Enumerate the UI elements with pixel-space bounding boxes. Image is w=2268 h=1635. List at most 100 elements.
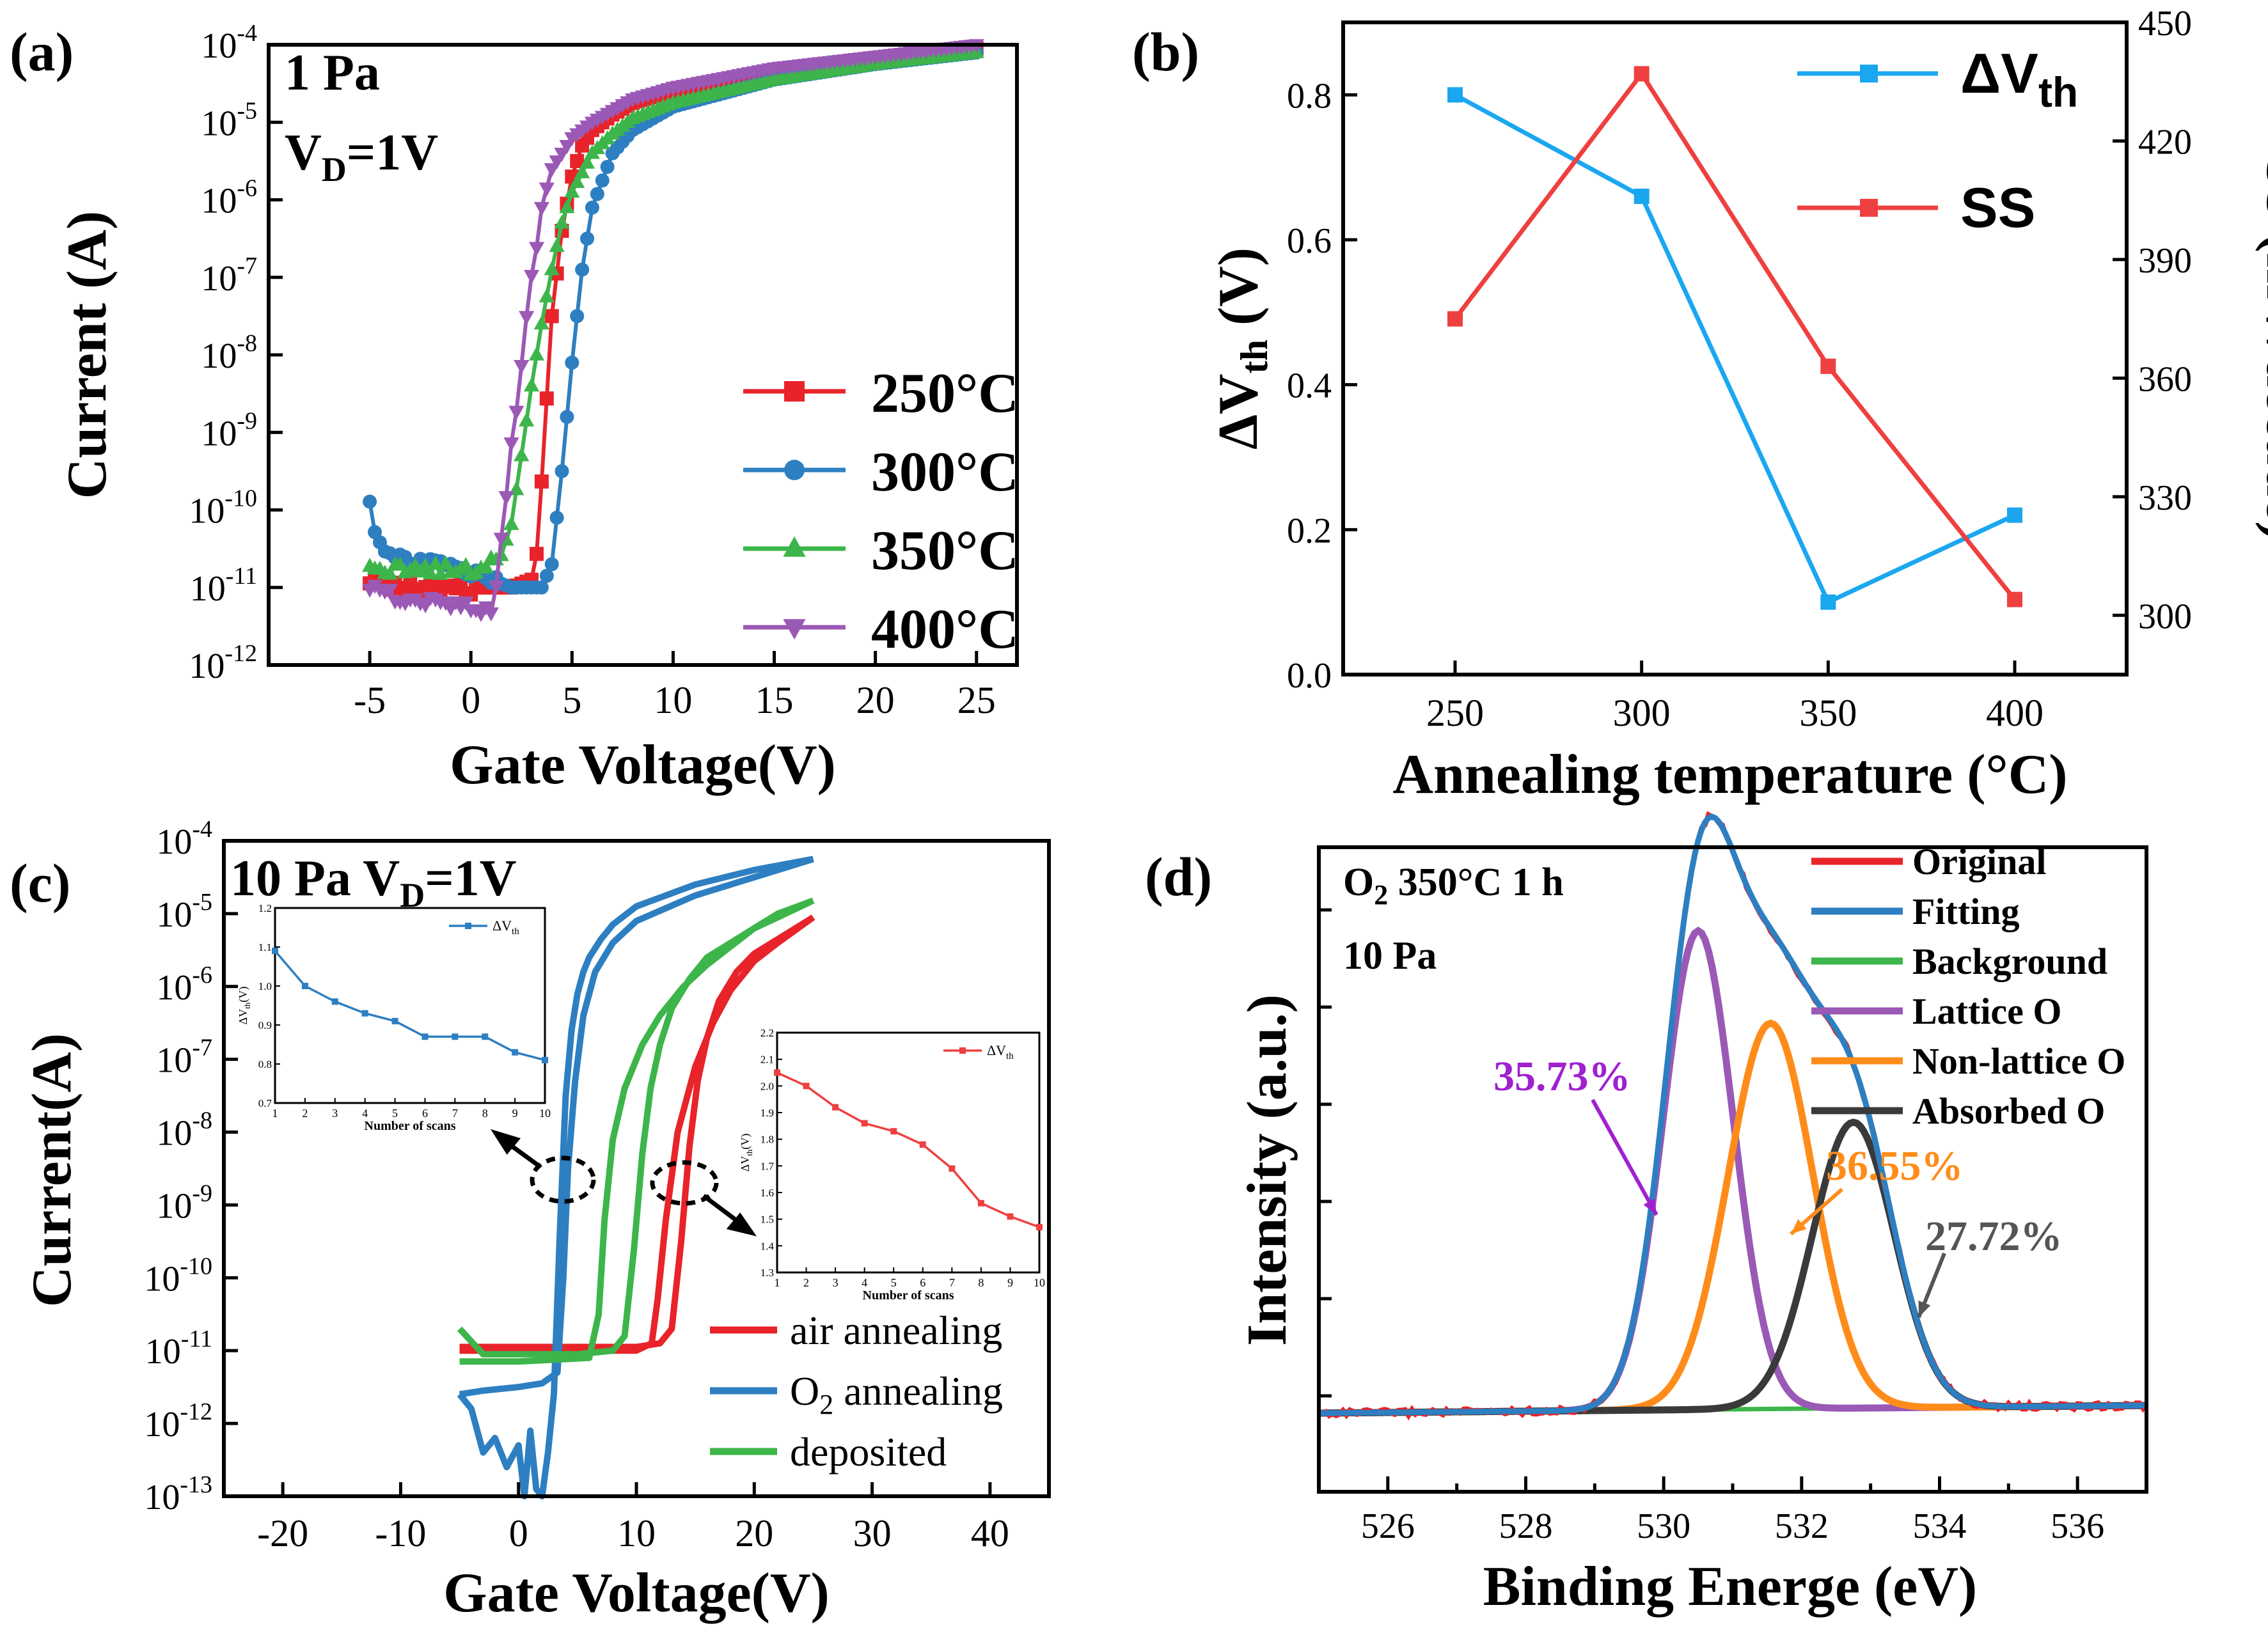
x-tick-label: 30 (853, 1512, 892, 1554)
inset-y-tick-label: 1.4 (760, 1240, 775, 1252)
y-tick-label: 10-5 (201, 97, 257, 143)
data-point (554, 214, 570, 229)
data-point (600, 159, 615, 174)
y-tick-exponent: -7 (237, 253, 257, 279)
x-tick-label: 350 (1799, 692, 1857, 734)
inset-data-point (452, 1033, 459, 1040)
inset-x-tick-label: 9 (512, 1107, 518, 1120)
percent-arrowhead (1791, 1219, 1807, 1234)
x-tick-label: -10 (375, 1512, 426, 1554)
percent-arrow (1591, 1099, 1658, 1216)
y-tick-label-right: 450 (2138, 4, 2192, 43)
inset-y-tick-label: 1.5 (760, 1214, 774, 1226)
y-tick-exponent: -4 (192, 816, 212, 843)
percent-label-Non-lattice O: 36.55% (1826, 1143, 1964, 1189)
inset-x-tick-label: 1 (272, 1107, 278, 1120)
data-point (579, 154, 595, 169)
x-tick-label: -20 (257, 1512, 308, 1554)
data-point (570, 309, 585, 324)
y-tick-label: 10-4 (201, 20, 257, 66)
series-line-300°C (368, 51, 977, 590)
inset-x-tick-label: 4 (362, 1107, 368, 1120)
inset-x-tick-label: 5 (891, 1276, 897, 1289)
series-line-reverse (459, 856, 814, 1398)
x-tick-label: 25 (957, 679, 996, 721)
y-tick-base: 10 (144, 1259, 180, 1299)
inset-y-tick-label: 1.2 (258, 902, 272, 914)
data-point (570, 153, 585, 168)
inset-y-tick-label: 2.1 (760, 1054, 774, 1066)
panel-d-annotation-condition: O2 350°C 1 h (1343, 861, 1564, 911)
y-tick-exponent: -9 (237, 407, 257, 434)
data-point (2007, 591, 2022, 607)
data-point (544, 557, 559, 572)
y-tick-label: 10-10 (189, 485, 257, 531)
y-tick-base: 10 (156, 822, 192, 862)
legend-label-4: Non-lattice O (1912, 1040, 2125, 1082)
series-line-reverse (459, 897, 815, 1365)
data-point (493, 533, 509, 547)
panel-d-legend: Original Fitting Background Lattice O Non-la… (1811, 841, 2125, 1132)
y-tick-label: 10-13 (144, 1471, 212, 1517)
y-tick-label: 10-11 (190, 563, 257, 609)
x-tick-label: 15 (755, 679, 794, 721)
inset-legend-marker (465, 923, 471, 929)
y-tick-exponent: -5 (237, 97, 257, 124)
data-point (574, 164, 590, 178)
panel-c-inset-1: 1 2 3 4 5 6 7 8 9 10 0.7 0.8 0.9 1.0 1.1 1.2 Number of s… (237, 902, 551, 1133)
data-point (1634, 66, 1650, 82)
y-tick-exponent: -7 (192, 1035, 212, 1061)
data-point (533, 201, 549, 216)
inset-x-tick-label: 4 (862, 1276, 867, 1289)
panel-a-legend: 250°C 300°C 350°C 400°C (743, 363, 1019, 661)
data-point (585, 200, 599, 215)
y-tick-base: 10 (156, 968, 192, 1008)
inset-y-axis-label: ΔVth(V) (739, 1134, 754, 1172)
legend-label-300°C: 300°C (871, 441, 1019, 503)
data-point (1634, 189, 1650, 204)
inset-y-label-sub: th (242, 1002, 252, 1009)
inset-y-tick-label: 2.0 (760, 1080, 774, 1092)
inset-y-tick-label: 0.8 (258, 1058, 272, 1070)
inset-data-point (542, 1056, 548, 1063)
y-tick-label: 10-7 (201, 253, 257, 299)
y-tick-base: 10 (201, 104, 237, 143)
series-ΔVth (1447, 87, 2022, 610)
y-tick-exponent: -12 (180, 1398, 212, 1425)
y-tick-exponent: -12 (224, 640, 257, 667)
series-line-250°C (368, 47, 977, 597)
y-tick-exponent: -8 (237, 330, 257, 357)
inset-series-line (776, 1071, 1040, 1228)
y-tick-label-left: 0.0 (1287, 656, 1332, 696)
inset-x-tick-label: 6 (920, 1276, 925, 1289)
x-tick-label: 20 (735, 1512, 773, 1554)
data-point (549, 238, 565, 253)
y-tick-base: 10 (201, 26, 237, 66)
panel-d-label: (d) (1145, 846, 1212, 907)
x-tick-label: 20 (856, 679, 895, 721)
panel-c: (c) -20 -10 0 10 20 30 4010-1310-1210-1110-101… (10, 816, 1051, 1624)
series-400°C (362, 39, 984, 622)
inset-data-point (890, 1128, 897, 1135)
data-point (488, 581, 504, 595)
y-tick-label: 10-9 (201, 407, 257, 453)
legend-marker (784, 381, 805, 402)
y-tick-label: 10-12 (144, 1398, 212, 1444)
inset-legend-sub: th (1006, 1051, 1014, 1061)
data-point (422, 565, 439, 580)
inset-data-point (1036, 1224, 1043, 1231)
y-tick-base: 10 (156, 895, 192, 935)
data-point (382, 583, 398, 598)
inset-data-point (861, 1120, 868, 1127)
legend-marker (783, 536, 806, 557)
inset-y-tick-label: 1.0 (258, 980, 272, 992)
x-tick-label: 528 (1499, 1506, 1553, 1546)
data-point (539, 391, 554, 406)
legend-label-SS: SS (1960, 176, 2035, 239)
y-tick-label-right: 360 (2138, 359, 2192, 399)
inset-x-tick-label: 7 (949, 1276, 955, 1289)
data-point (555, 464, 569, 478)
panel-c-label: (c) (10, 852, 70, 914)
inset-x-tick-label: 6 (422, 1107, 428, 1120)
panel-d-x-axis-label: Binding Energe (eV) (1483, 1556, 1977, 1618)
